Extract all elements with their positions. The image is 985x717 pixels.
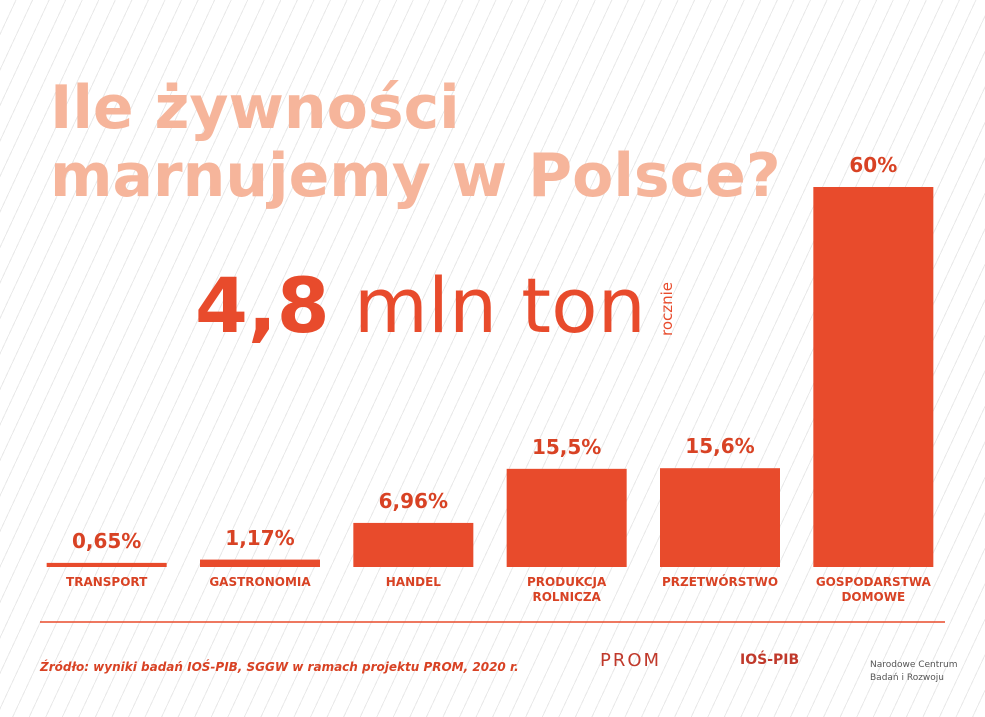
headline-period: rocznie	[658, 281, 677, 337]
headline: 4,8 mln ton	[195, 268, 646, 344]
headline-number: 4,8	[195, 261, 330, 350]
category-label: PRODUKCJA ROLNICZA	[527, 575, 607, 604]
logo: Badań i Rozwoju	[870, 673, 944, 683]
value-label: 0,65%	[71, 528, 142, 553]
value-label: 15,6%	[685, 434, 755, 459]
bar	[660, 468, 780, 567]
category-label: PRZETWÓRSTWO	[661, 575, 779, 589]
bar	[353, 522, 474, 567]
value-label: 1,17%	[225, 525, 295, 550]
bar	[813, 187, 934, 567]
value-label: 60%	[849, 153, 898, 177]
bar	[506, 468, 627, 567]
logo: IOŚ-PIB	[740, 652, 800, 668]
category-label: HANDEL	[385, 575, 441, 589]
source: Źródło: wyniki badań IOŚ-PIB, SGGW w ram…	[40, 660, 519, 674]
category-label: TRANSPORT	[66, 575, 148, 589]
value-label: 15,5%	[531, 434, 602, 459]
category-label: GASTRONOMIA	[209, 575, 311, 589]
bar	[200, 559, 320, 567]
title-line: marnujemy w Polsce?	[50, 141, 781, 211]
logo: Narodowe Centrum	[870, 660, 958, 670]
headline-unit: mln ton	[353, 261, 646, 350]
category-label: GOSPODARSTWA DOMOWE	[815, 575, 931, 604]
value-label: 6,96%	[378, 488, 449, 513]
bar	[46, 562, 167, 567]
logo: PROM	[600, 650, 662, 671]
title-line: Ile żywności	[50, 73, 460, 143]
